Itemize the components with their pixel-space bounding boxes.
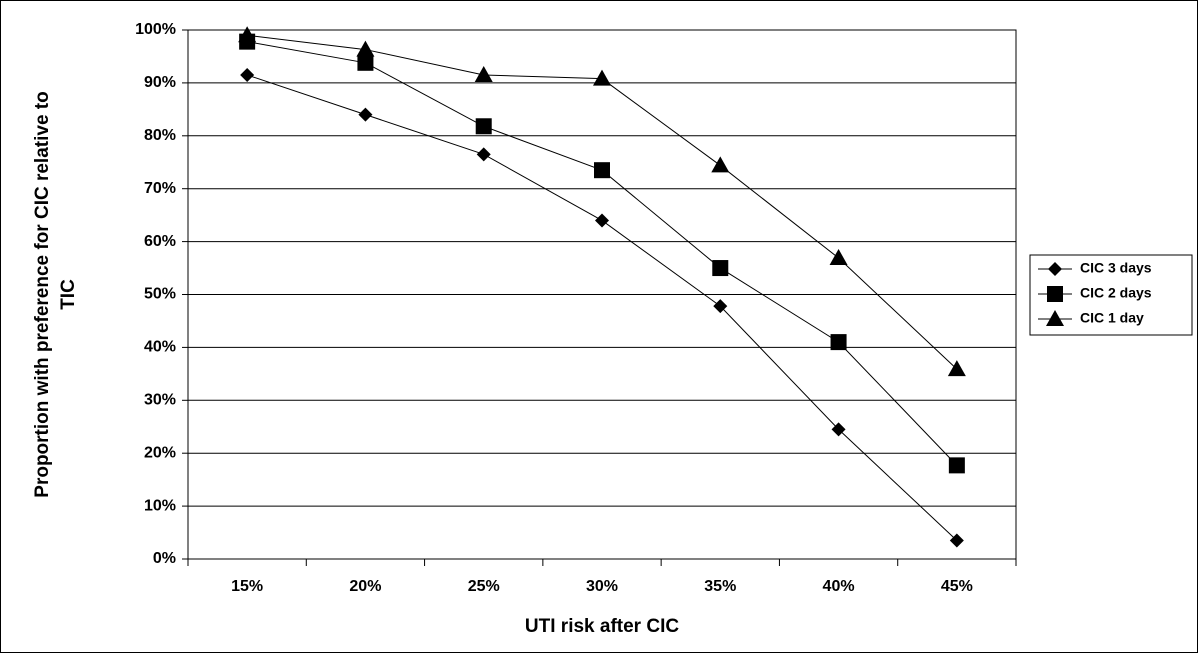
data-point [947,360,966,377]
data-point [594,162,610,179]
data-point [711,156,730,173]
x-tick-label: 30% [586,578,618,595]
data-point [712,260,729,277]
data-point [831,422,846,437]
data-point [476,147,491,162]
y-tick-label: 20% [144,444,176,461]
data-point [948,457,965,474]
x-axis-title: UTI risk after CIC [525,616,679,637]
data-point [357,54,374,71]
legend-marker [1047,286,1063,302]
plot-border [187,29,1017,560]
y-tick-label: 10% [144,497,176,514]
data-point [593,69,611,86]
x-tick-label: 45% [941,578,973,595]
legend-marker [1048,262,1062,276]
data-point [595,213,609,228]
y-axis-title: Proportion with preference for CIC relat… [32,91,79,497]
data-point [356,40,375,57]
data-point [475,118,492,135]
y-tick-label: 100% [135,21,176,38]
y-tick-label: 90% [144,74,176,91]
data-point [949,533,964,548]
y-tick-label: 70% [144,180,176,197]
y-tick-label: 60% [144,233,176,250]
data-point [238,26,257,43]
x-tick-label: 15% [231,578,263,595]
y-tick-label: 40% [144,339,176,356]
y-tick-label: 0% [153,550,176,567]
data-point [240,67,255,82]
x-tick-label: 20% [349,578,381,595]
y-tick-label: 80% [144,127,176,144]
x-tick-label: 25% [468,578,500,595]
x-tick-label: 40% [823,578,855,595]
data-point [474,65,493,82]
data-point [713,299,728,314]
data-point [830,334,847,351]
legend-label: CIC 1 day [1080,310,1144,326]
x-tick-label: 35% [704,578,736,595]
data-point [829,248,848,265]
data-point [358,107,373,122]
legend-label: CIC 2 days [1080,285,1152,301]
legend-label: CIC 3 days [1080,260,1152,276]
legend-marker [1046,310,1064,326]
y-tick-label: 30% [144,392,176,409]
y-tick-label: 50% [144,286,176,303]
